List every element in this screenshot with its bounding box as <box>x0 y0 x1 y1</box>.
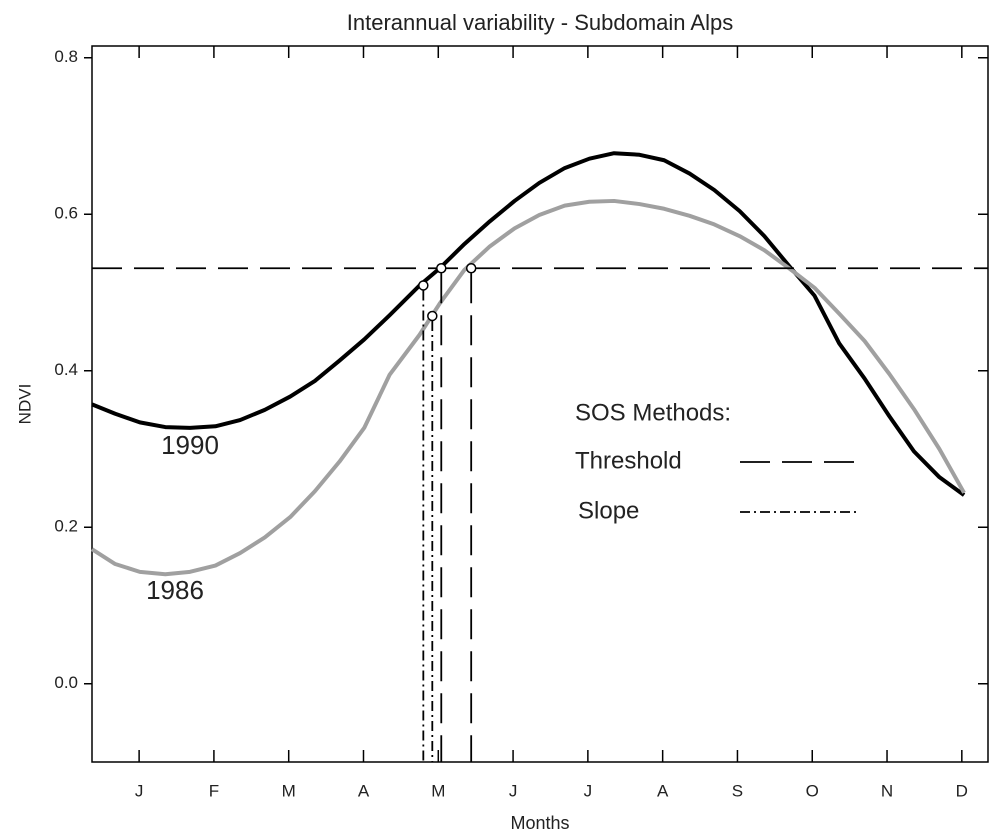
sos-point <box>427 310 438 322</box>
sos-point <box>436 262 447 274</box>
x-tick-label: A <box>657 781 669 800</box>
x-tick-label: O <box>806 781 819 800</box>
x-tick-label: F <box>209 781 219 800</box>
series-label: 1986 <box>146 575 204 605</box>
x-tick-label: D <box>956 781 968 800</box>
series-line <box>90 198 966 577</box>
y-tick-label: 0.8 <box>54 47 78 66</box>
x-tick-label: M <box>282 781 296 800</box>
sos-point <box>418 280 429 291</box>
y-tick-label: 0.4 <box>54 360 78 379</box>
x-tick-label: M <box>431 781 445 800</box>
x-tick-label: S <box>732 781 743 800</box>
legend-label: Threshold <box>575 447 682 474</box>
y-tick-label: 0.6 <box>54 204 78 223</box>
series-label: 1990 <box>161 430 219 460</box>
y-tick-label: 0.2 <box>54 517 78 536</box>
x-axis-label: Months <box>510 813 569 833</box>
plot-frame <box>91 45 989 763</box>
sos-point <box>465 262 477 274</box>
y-axis-label: NDVI <box>15 384 34 425</box>
legend-title: SOS Methods: <box>575 399 731 426</box>
series-line <box>91 151 966 497</box>
x-tick-label: J <box>135 781 144 800</box>
chart-title: Interannual variability - Subdomain Alps <box>347 10 733 35</box>
x-tick-label: A <box>358 781 370 800</box>
legend-label: Slope <box>578 497 639 524</box>
x-tick-label: J <box>509 781 518 800</box>
x-tick-label: J <box>584 781 593 800</box>
x-tick-label: N <box>881 781 893 800</box>
y-tick-label: 0.0 <box>54 673 78 692</box>
